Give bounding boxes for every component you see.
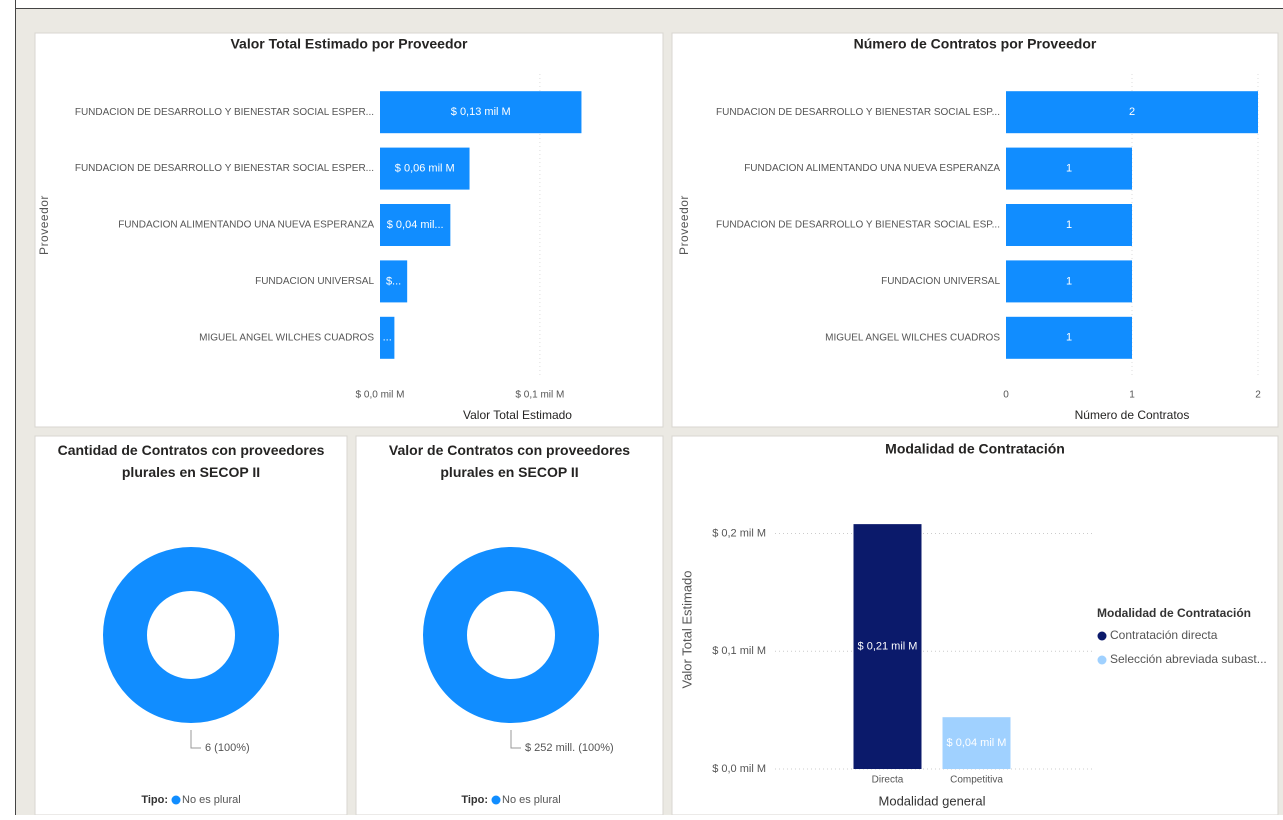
x-tick-label: Competitiva — [950, 775, 1003, 786]
y-tick-label: MIGUEL ANGEL WILCHES CUADROS — [199, 332, 374, 343]
x-tick-label: 1 — [1129, 390, 1135, 401]
y-tick-label: FUNDACION DE DESARROLLO Y BIENESTAR SOCI… — [716, 107, 1000, 118]
y-axis-title: Valor Total Estimado — [679, 570, 694, 688]
data-label: 2 — [1129, 106, 1135, 118]
y-tick-label: FUNDACION UNIVERSAL — [255, 276, 374, 287]
leader-line — [510, 730, 521, 749]
bar — [380, 147, 470, 190]
x-axis-title: Valor Total Estimado — [463, 408, 572, 422]
data-label: $ 0,21 mil M — [858, 640, 918, 652]
legend-title: Tipo: — [461, 794, 488, 806]
x-tick-label: Directa — [872, 775, 904, 786]
data-label: $ 0,13 mil M — [451, 106, 511, 118]
y-tick-label: FUNDACION DE DESARROLLO Y BIENESTAR SOCI… — [716, 220, 1000, 231]
chart-title: Valor de Contratos con proveedores plura… — [388, 442, 631, 480]
x-axis-title: Modalidad general — [879, 793, 986, 808]
y-tick-label: FUNDACION ALIMENTANDO UNA NUEVA ESPERANZ… — [744, 163, 1000, 174]
chart-title: Número de Contratos por Proveedor — [854, 36, 1097, 52]
y-tick-label: FUNDACION ALIMENTANDO UNA NUEVA ESPERANZ… — [118, 220, 374, 231]
x-tick-label: 0 — [1003, 390, 1009, 401]
chart-title: Valor Total Estimado por Proveedor — [230, 36, 468, 52]
legend-marker — [1097, 631, 1107, 641]
x-tick-label: $ 0,0 mil M — [356, 390, 405, 401]
y-axis-title: Proveedor — [37, 195, 51, 255]
x-tick-label: $ 0,1 mil M — [515, 390, 564, 401]
bar — [1006, 316, 1132, 359]
legend-label: Selección abreviada subast... — [1110, 652, 1267, 666]
bar — [1006, 147, 1132, 190]
bar — [1006, 91, 1258, 134]
bar — [380, 204, 451, 246]
legend-label: No es plural — [182, 794, 241, 806]
donut-slice — [103, 547, 279, 723]
bar — [380, 316, 395, 359]
y-tick-label: FUNDACION DE DESARROLLO Y BIENESTAR SOCI… — [75, 163, 374, 174]
bar — [853, 524, 922, 769]
data-label: 1 — [1066, 163, 1072, 175]
panel — [34, 435, 348, 816]
chart-title: Modalidad de Contratación — [885, 441, 1065, 457]
leader-line — [190, 730, 201, 749]
panel — [355, 435, 664, 816]
y-tick-label: $ 0,1 mil M — [712, 645, 766, 657]
data-label: $... — [386, 275, 401, 287]
y-tick-label: FUNDACION UNIVERSAL — [881, 276, 1000, 287]
y-tick-label: MIGUEL ANGEL WILCHES CUADROS — [825, 332, 1000, 343]
bar — [380, 260, 408, 303]
data-label: 1 — [1066, 275, 1072, 287]
legend-label: Contratación directa — [1110, 628, 1218, 642]
legend-label: No es plural — [502, 794, 561, 806]
legend-title: Modalidad de Contratación — [1097, 606, 1251, 620]
x-tick-label: 2 — [1255, 390, 1261, 401]
data-label: 1 — [1066, 219, 1072, 231]
data-label: 1 — [1066, 332, 1072, 344]
chart-title-box: Valor de Contratos con proveedores plura… — [388, 442, 631, 480]
data-label: $ 252 mill. (100%) — [525, 742, 614, 754]
chart-title: Cantidad de Contratos con proveedores pl… — [57, 442, 325, 480]
data-label: 6 (100%) — [205, 742, 250, 754]
chart-title-box: Cantidad de Contratos con proveedores pl… — [57, 442, 325, 480]
bar — [942, 717, 1011, 769]
y-tick-label: $ 0,2 mil M — [712, 527, 766, 539]
legend-marker — [171, 795, 181, 805]
legend-marker — [491, 795, 501, 805]
data-label: $ 0,06 mil M — [395, 163, 455, 175]
data-label: $ 0,04 mil... — [387, 219, 444, 231]
bar — [1006, 204, 1132, 246]
y-tick-label: FUNDACION DE DESARROLLO Y BIENESTAR SOCI… — [75, 107, 374, 118]
bar — [1006, 260, 1132, 303]
x-axis-title: Número de Contratos — [1075, 408, 1190, 422]
legend-title: Tipo: — [141, 794, 168, 806]
data-label: ... — [383, 332, 392, 344]
y-axis-title: Proveedor — [677, 195, 691, 255]
data-label: $ 0,04 mil M — [947, 737, 1007, 749]
bar — [380, 91, 582, 134]
legend-marker — [1097, 655, 1107, 665]
donut-slice — [423, 547, 599, 723]
y-tick-label: $ 0,0 mil M — [712, 763, 766, 775]
